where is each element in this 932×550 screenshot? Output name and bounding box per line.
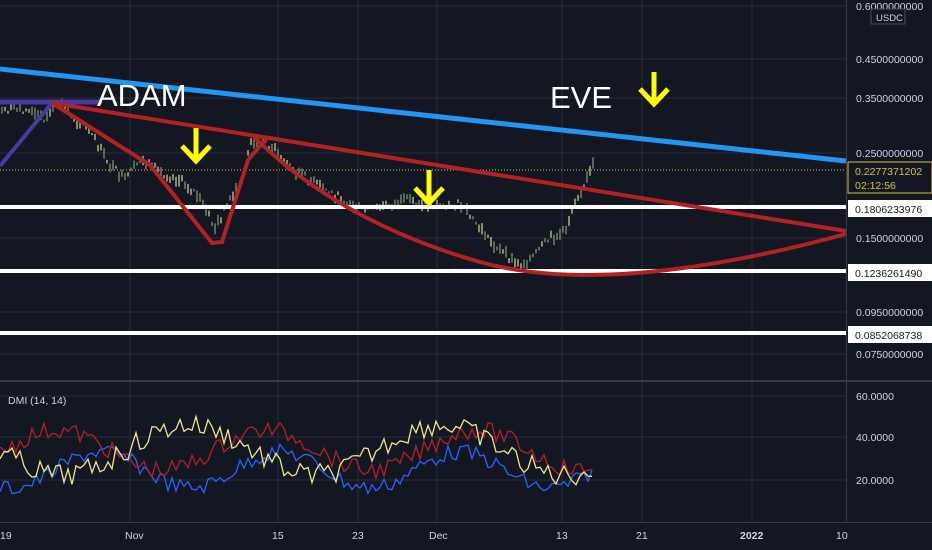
adam-label: ADAM xyxy=(97,78,187,113)
dmi-tick: 20.0000 xyxy=(856,475,894,487)
price-tick: 0.3500000000 xyxy=(856,93,923,105)
arrow-down-icon xyxy=(638,72,670,108)
descending-trendline[interactable] xyxy=(0,66,847,164)
level-value-1: 0.1806233976 xyxy=(855,204,922,216)
time-axis[interactable]: 19 Nov 15 23 Dec 13 21 2022 10 xyxy=(0,530,848,542)
red-descending-line[interactable] xyxy=(51,101,847,233)
plus-di-line xyxy=(0,442,593,496)
level-badge-3 xyxy=(848,326,932,343)
current-price-badge xyxy=(847,161,932,194)
arrow-down-icon xyxy=(413,170,445,207)
dmi-title: DMI (14, 14) xyxy=(8,395,66,407)
price-tick: 0.1500000000 xyxy=(856,233,923,245)
time-tick: 13 xyxy=(556,530,568,542)
adx-line xyxy=(0,414,593,486)
level-badge-1 xyxy=(848,200,932,217)
red-eve-curve[interactable] xyxy=(252,135,847,277)
time-tick: 23 xyxy=(352,530,364,542)
dmi-tick: 40.0000 xyxy=(856,432,894,444)
arrows xyxy=(180,72,670,207)
price-axis[interactable]: 0.6000000000 USDC 0.4500000000 0.3500000… xyxy=(847,1,932,487)
level-value-3: 0.0852068738 xyxy=(855,330,922,342)
time-tick: 21 xyxy=(636,530,648,542)
price-tick: 0.0750000000 xyxy=(856,349,923,361)
grid xyxy=(0,0,846,522)
time-tick: 10 xyxy=(836,530,848,542)
price-tick: 0.0950000000 xyxy=(856,307,923,319)
time-tick: Dec xyxy=(429,530,448,542)
purple-rise-line[interactable] xyxy=(0,101,54,168)
bar-countdown: 02:12:56 xyxy=(855,180,896,192)
time-tick: 19 xyxy=(0,530,12,542)
red-adam-drawing[interactable] xyxy=(50,101,270,246)
dmi-indicator xyxy=(0,414,593,496)
level-badge-2 xyxy=(848,264,932,281)
current-price-value: 0.2277371202 xyxy=(855,166,922,178)
arrow-down-icon xyxy=(180,128,212,165)
price-tick: 0.2500000000 xyxy=(856,148,923,160)
time-tick: 15 xyxy=(272,530,284,542)
price-tick: 0.4500000000 xyxy=(856,54,923,66)
currency-badge xyxy=(870,8,906,25)
time-tick: 2022 xyxy=(740,530,764,542)
time-tick: Nov xyxy=(125,530,144,542)
dmi-tick: 60.0000 xyxy=(856,391,894,403)
minus-di-line xyxy=(0,421,593,481)
currency-label: USDC xyxy=(876,13,903,24)
level-value-2: 0.1236261490 xyxy=(855,268,922,280)
eve-label: EVE xyxy=(550,80,612,115)
